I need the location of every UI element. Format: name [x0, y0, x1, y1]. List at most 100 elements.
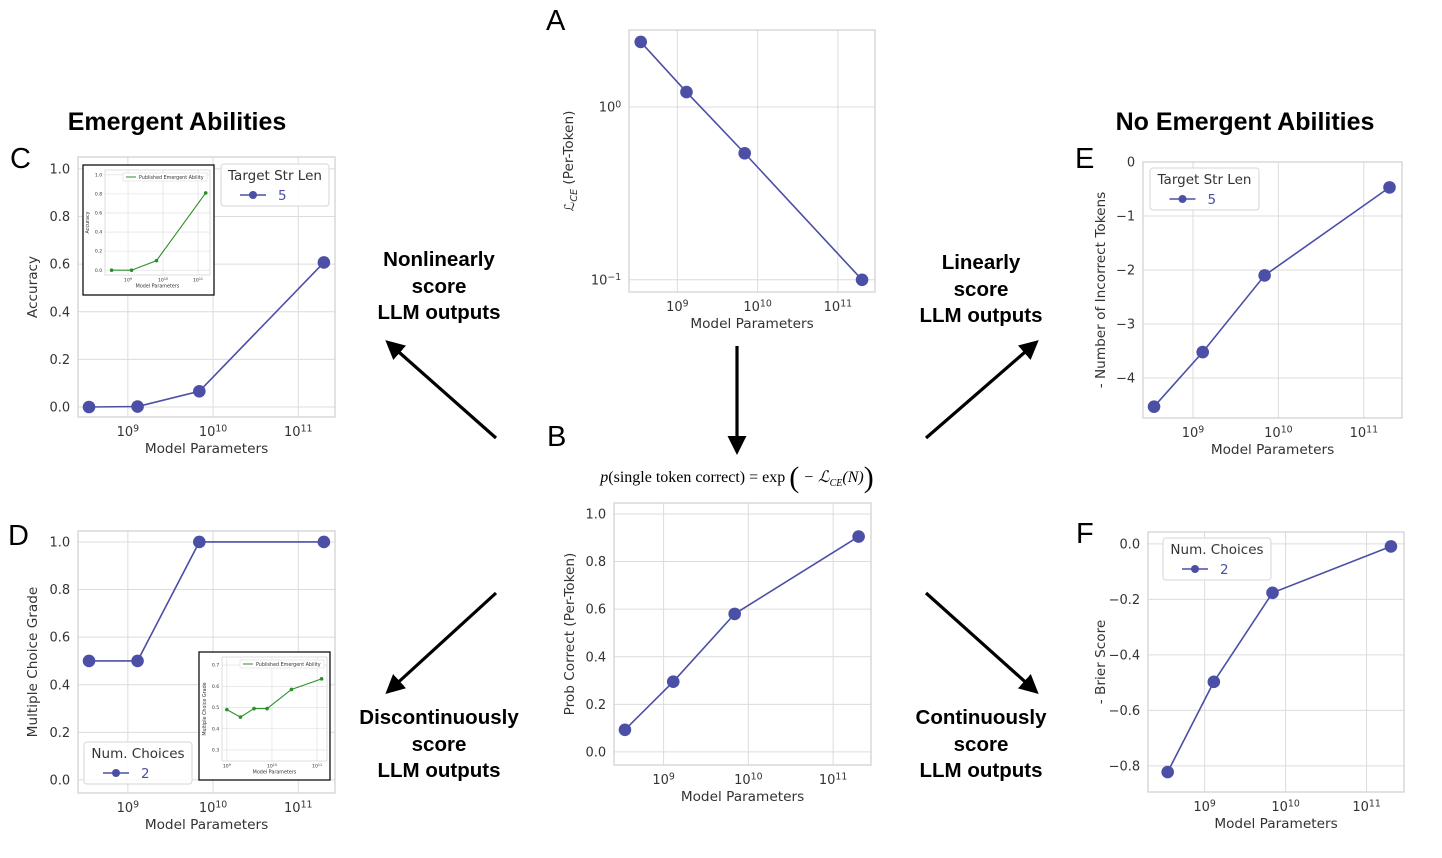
data-point — [82, 400, 96, 414]
x-tick-label: 1011 — [193, 277, 203, 283]
x-axis-label: Model Parameters — [136, 284, 180, 290]
x-tick-label: 109 — [117, 424, 140, 440]
legend-marker — [112, 769, 120, 777]
panel-letter-b: B — [547, 421, 567, 453]
formula: p(single token correct) = exp ( − ℒCE(N)… — [600, 461, 873, 495]
superscript: 11 — [318, 763, 322, 767]
legend-marker — [249, 191, 257, 199]
label-line: LLM outputs — [919, 304, 1043, 327]
superscript: 11 — [840, 299, 852, 310]
plot-frame — [1142, 161, 1403, 419]
superscript: 11 — [835, 772, 847, 783]
plot-frame — [104, 169, 211, 276]
plot-frame — [1147, 531, 1405, 793]
y-axis-label: ℒCE (Per-Token) — [561, 111, 580, 212]
legend-title: Target Str Len — [227, 168, 322, 184]
x-axis-label: Model Parameters — [253, 770, 297, 776]
panel-letter-e: E — [1075, 143, 1095, 175]
formula-open-paren: ( — [789, 461, 800, 494]
data-point — [618, 723, 632, 737]
data-point — [289, 687, 294, 692]
heading-emergent: Emergent Abilities — [67, 108, 287, 136]
label-rest: (Per-Token) — [561, 111, 577, 189]
arrows — [385, 340, 1039, 695]
legend: Target Str Len 5 — [220, 163, 330, 207]
y-tick-label: 0.4 — [212, 726, 219, 732]
label-line: score — [411, 274, 467, 298]
data-point — [1383, 181, 1396, 194]
y-tick-label: 0.2 — [50, 353, 71, 368]
legend-entry: 2 — [1220, 562, 1229, 578]
formula-close-paren: ) — [863, 461, 874, 494]
arrow-to-discontinuous — [385, 591, 498, 695]
x-tick-label: 1011 — [1350, 425, 1378, 441]
superscript: 11 — [301, 800, 313, 811]
data-point — [855, 273, 869, 287]
y-axis-label: Accuracy — [85, 211, 91, 233]
y-tick-label: 10−1 — [591, 272, 621, 288]
legend-title: Num. Choices — [1170, 542, 1263, 558]
arrow-to-linear — [924, 340, 1039, 440]
label-line: LLM outputs — [377, 301, 501, 324]
formula-p: p — [600, 469, 609, 486]
data-point — [1207, 675, 1221, 689]
y-tick-label: 0.4 — [95, 230, 102, 236]
superscript: 9 — [1210, 799, 1216, 810]
label-line: Nonlinearly — [383, 248, 495, 271]
data-point — [1258, 269, 1271, 282]
data-point — [728, 607, 741, 621]
y-axis-label: Accuracy — [25, 256, 41, 318]
label-line: LLM outputs — [919, 759, 1043, 782]
plot-area — [614, 503, 871, 765]
inset-legend-frame — [239, 659, 325, 669]
y-tick-label: 0.0 — [95, 268, 102, 274]
y-tick-label: 1.0 — [50, 162, 71, 177]
x-tick-label: 1011 — [312, 763, 322, 769]
data-point — [238, 715, 243, 719]
legend: Num. Choices 2 — [83, 741, 193, 785]
y-tick-label: −2 — [1116, 264, 1135, 279]
data-point — [265, 706, 269, 711]
legend-title: Target Str Len — [1157, 172, 1252, 188]
y-tick-label: 0.6 — [212, 684, 219, 690]
x-tick-label: 1010 — [1271, 799, 1299, 815]
x-tick-label: 1011 — [284, 800, 312, 816]
series-line — [111, 192, 207, 271]
data-point — [1161, 765, 1174, 779]
superscript: 10 — [215, 800, 227, 811]
superscript: 10 — [751, 772, 763, 783]
superscript: 10 — [164, 277, 168, 281]
label-nonlinear: Nonlinearly score LLM outputs — [378, 247, 501, 327]
x-tick-label: 109 — [117, 800, 140, 816]
data-point — [1384, 540, 1398, 553]
superscript: 10 — [1281, 425, 1293, 436]
y-tick-label: 0.6 — [586, 603, 607, 618]
x-tick-label: 109 — [1182, 425, 1205, 441]
subscript: CE — [569, 188, 580, 202]
superscript: 10 — [1288, 799, 1300, 810]
superscript: 9 — [669, 772, 675, 783]
inset-legend-entry: Published Emergent Ability — [139, 175, 204, 181]
label-continuous: Continuously score LLM outputs — [916, 705, 1047, 785]
data-point — [852, 530, 865, 543]
data-point — [317, 256, 331, 269]
data-point — [1196, 345, 1210, 359]
y-tick-label: 0.2 — [95, 249, 102, 255]
data-point — [317, 535, 331, 549]
plot-area — [105, 170, 210, 275]
data-point — [82, 654, 96, 668]
y-axis-label: Multiple Choice Grade — [202, 682, 208, 735]
y-tick-label: 0.2 — [50, 726, 71, 741]
label-line: Linearly — [941, 251, 1021, 274]
y-tick-label: 0.6 — [95, 211, 102, 217]
superscript: 11 — [1366, 425, 1378, 436]
x-tick-label: 1010 — [199, 800, 227, 816]
x-tick-label: 109 — [223, 763, 231, 769]
label-line: LLM outputs — [377, 759, 501, 782]
superscript: 9 — [133, 800, 139, 811]
x-tick-label: 1011 — [1352, 799, 1380, 815]
